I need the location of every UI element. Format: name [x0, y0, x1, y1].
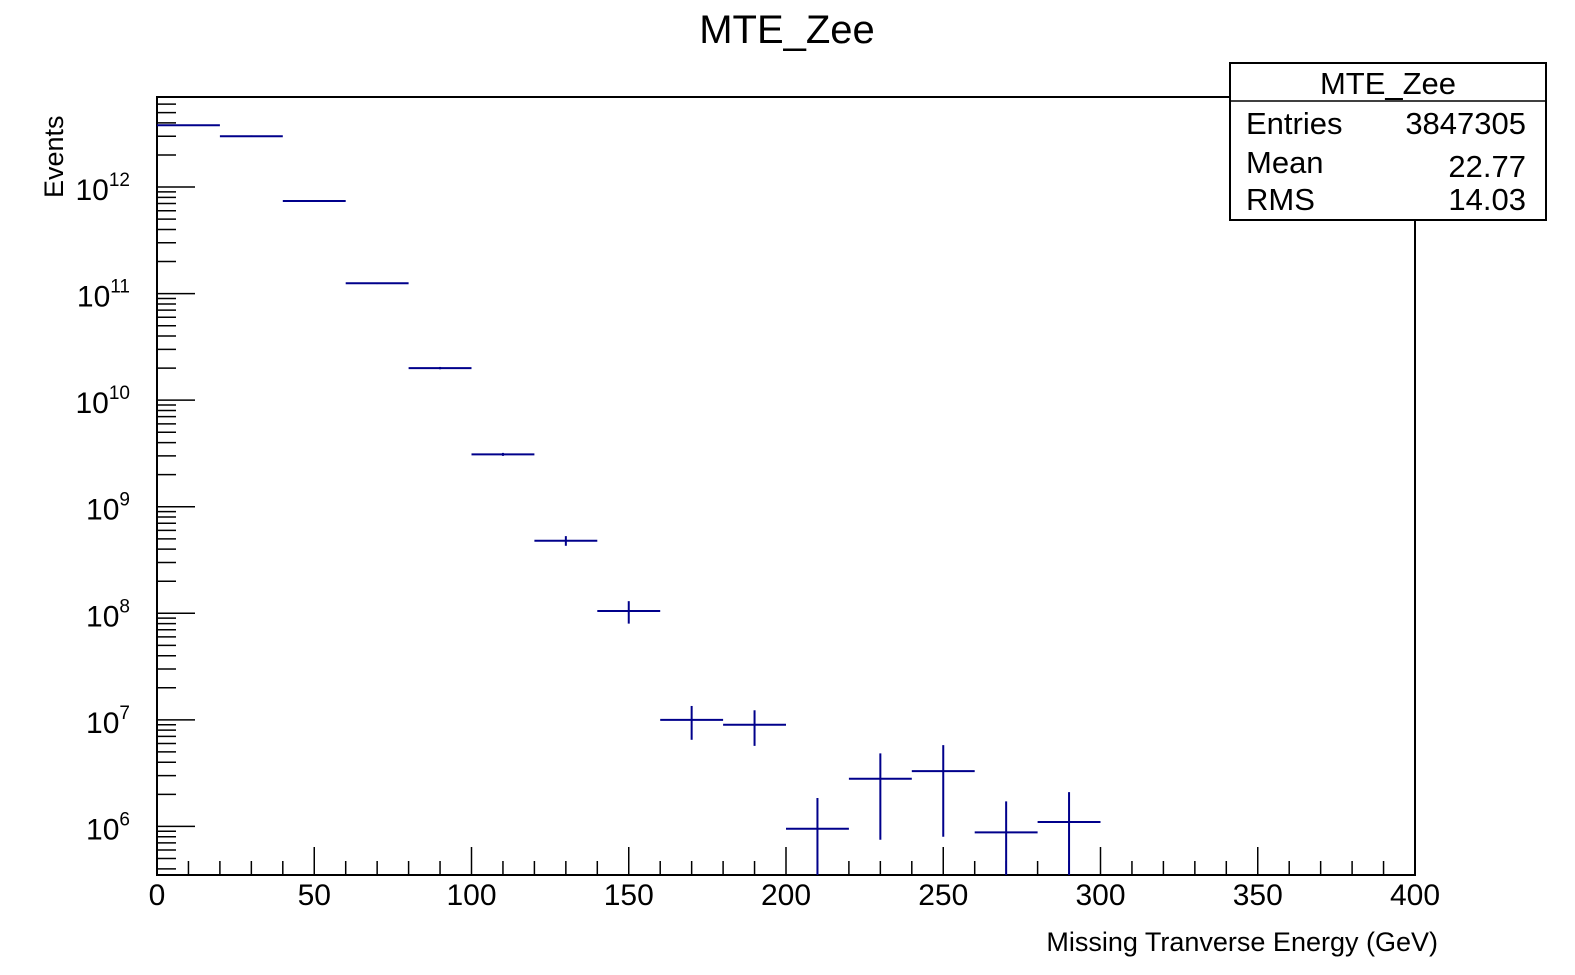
x-tick-label: 350: [1233, 879, 1283, 912]
stats-entries-label: Entries: [1246, 106, 1342, 141]
x-tick-label: 50: [298, 879, 331, 912]
stats-entries-value: 3847305: [1405, 106, 1526, 141]
x-tick-label: 200: [761, 879, 811, 912]
x-tick-label: 250: [918, 879, 968, 912]
x-axis: 0 50 100 150 200 250 300 350 400: [149, 847, 1440, 912]
x-tick-label: 0: [149, 879, 166, 912]
x-axis-title: Missing Tranverse Energy (GeV): [1046, 927, 1438, 957]
x-tick-label: 400: [1390, 879, 1440, 912]
x-tick-label: 150: [604, 879, 654, 912]
y-tick-label: 1010: [75, 383, 130, 420]
x-tick-label: 300: [1075, 879, 1125, 912]
stats-mean-value: 22.77: [1448, 149, 1526, 184]
stats-mean-label: Mean: [1246, 145, 1324, 180]
y-axis: 106 107 108 109 1010 1011 1012: [75, 96, 195, 870]
y-tick-label: 107: [86, 703, 130, 740]
y-tick-label: 1011: [77, 277, 130, 314]
chart-title: MTE_Zee: [699, 8, 875, 52]
data-series: [157, 124, 1101, 875]
x-tick-label: 100: [446, 879, 496, 912]
stats-rms-value: 14.03: [1448, 182, 1526, 217]
y-tick-label: 109: [86, 490, 130, 527]
y-tick-label: 108: [86, 596, 130, 633]
plot-frame: [156, 96, 1416, 876]
stats-box-frame: [1229, 62, 1547, 221]
y-tick-label: 106: [86, 809, 130, 846]
stats-box-title: MTE_Zee: [1320, 66, 1456, 101]
y-axis-title: Events: [39, 115, 69, 198]
stats-rms-label: RMS: [1246, 182, 1315, 217]
stats-box: MTE_Zee Entries 3847305 Mean 22.77 RMS 1…: [1229, 62, 1547, 221]
y-tick-label: 1012: [75, 170, 130, 207]
